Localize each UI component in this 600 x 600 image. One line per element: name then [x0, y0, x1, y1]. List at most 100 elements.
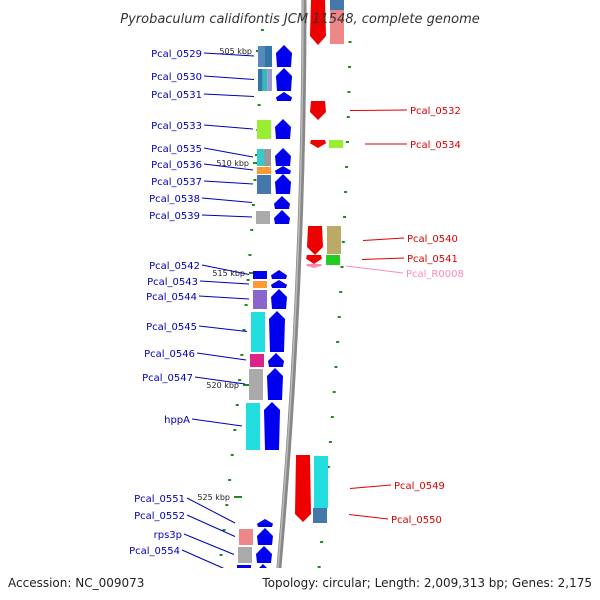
gene-label: rps3p — [154, 530, 182, 541]
cog-color-band — [326, 255, 340, 265]
gene-label: Pcal_0536 — [151, 160, 202, 171]
cog-color-band — [250, 354, 264, 367]
cog-color-band — [258, 46, 265, 67]
genome-summary-text: Topology: circular; Length: 2,009,313 bp… — [261, 576, 592, 590]
gene-leader-line — [362, 237, 405, 241]
cog-color-band — [239, 529, 253, 545]
scale-tick-label: 510 kbp — [216, 159, 249, 168]
gene-track — [237, 0, 344, 600]
cog-color-band — [327, 226, 341, 254]
gene-label: Pcal_0532 — [410, 106, 461, 117]
reverse-gene-arrow — [295, 455, 311, 522]
gene-label: Pcal_R0008 — [406, 269, 464, 280]
gene-leader-line — [203, 93, 255, 97]
gene-leader-line — [198, 295, 250, 300]
forward-gene-arrow — [275, 148, 291, 166]
forward-gene-arrow — [275, 166, 291, 174]
forward-gene-arrow — [256, 546, 272, 563]
forward-gene-arrow — [264, 402, 280, 450]
cog-color-band — [313, 508, 327, 523]
cog-color-band — [251, 312, 265, 352]
reverse-gene-arrow — [310, 101, 326, 120]
gene-label: Pcal_0543 — [147, 277, 198, 288]
gene-leader-line — [201, 264, 250, 275]
forward-gene-arrow — [275, 119, 291, 139]
cog-color-band — [264, 149, 271, 166]
gene-leader-line — [203, 163, 254, 171]
cog-color-band — [253, 281, 267, 288]
gene-leader-line — [349, 484, 392, 489]
accession-text: Accession: NC_009073 — [8, 576, 144, 590]
forward-gene-arrow — [269, 311, 285, 352]
cog-color-band — [265, 46, 272, 67]
gene-label: Pcal_0552 — [134, 511, 185, 522]
gene-label: Pcal_0537 — [151, 177, 202, 188]
reverse-gene-arrow-partial — [310, 0, 326, 45]
gene-leader-line — [201, 214, 253, 218]
gene-label: Pcal_0529 — [151, 49, 202, 60]
forward-gene-arrow — [271, 280, 287, 288]
genome-backbone — [273, 0, 307, 600]
gene-labels: Pcal_0529 Pcal_0530 Pcal_0531 Pcal_0533 Pcal… — [129, 49, 464, 573]
cog-color-band — [246, 403, 260, 450]
cog-color-band — [256, 211, 270, 224]
gene-leader-line — [196, 352, 247, 361]
genome-backbone-highlight — [274, 0, 304, 600]
gene-label: Pcal_0550 — [391, 515, 442, 526]
gene-label: Pcal_0530 — [151, 72, 202, 83]
gene-label: Pcal_0540 — [407, 234, 458, 245]
gene-label: Pcal_0551 — [134, 494, 185, 505]
cog-color-band — [249, 369, 263, 400]
cog-color-band — [330, 0, 344, 10]
gene-leader-line — [203, 124, 254, 130]
forward-gene-arrow — [271, 270, 287, 279]
gene-label: Pcal_0546 — [144, 349, 195, 360]
gene-label: Pcal_0534 — [410, 140, 461, 151]
footer-bar — [0, 568, 600, 600]
gene-label: Pcal_0541 — [407, 254, 458, 265]
gene-label: Pcal_0554 — [129, 546, 180, 557]
map-title: Pyrobaculum calidifontis JCM 11548, comp… — [120, 12, 480, 27]
gene-leader-line — [186, 497, 236, 524]
forward-gene-arrow — [276, 92, 292, 101]
gene-leader-line — [183, 533, 235, 555]
forward-gene-arrow — [257, 519, 273, 527]
scale-tick-label: 520 kbp — [206, 381, 239, 390]
cog-color-band — [330, 0, 344, 44]
forward-gene-arrow — [268, 353, 284, 367]
gene-label: Pcal_0544 — [146, 292, 197, 303]
gene-leader-line — [191, 418, 243, 427]
gene-leader-line — [203, 147, 254, 158]
map-background: 505 kbp 510 kbp 515 kbp 520 kbp 525 kbp — [197, 29, 352, 568]
rna-gene-arrow — [306, 264, 322, 268]
reverse-gene-arrow — [306, 255, 322, 264]
gene-leader-line — [194, 376, 246, 385]
cog-color-band — [267, 69, 272, 91]
cog-color-band — [258, 69, 263, 91]
forward-gene-arrow — [271, 289, 287, 309]
gene-leader-line — [198, 325, 248, 332]
cog-color-band — [262, 69, 268, 91]
cog-color-band — [253, 271, 267, 279]
cog-color-band — [257, 175, 271, 194]
scale-tick-label: 525 kbp — [197, 493, 230, 502]
gene-leader-line — [203, 180, 254, 185]
gene-label: Pcal_0549 — [394, 481, 445, 492]
scale-tick-label: 515 kbp — [212, 269, 245, 278]
cog-color-band — [257, 149, 264, 166]
reverse-gene-arrow — [310, 140, 326, 148]
forward-gene-arrow — [257, 528, 273, 545]
gene-leader-line — [201, 197, 253, 203]
gene-leader-line — [361, 257, 405, 260]
scale-tick-label: 505 kbp — [219, 47, 252, 56]
gene-leader-line — [203, 52, 255, 57]
gene-label: Pcal_0535 — [151, 144, 202, 155]
gene-leader-line — [348, 514, 389, 520]
gene-label: Pcal_0545 — [146, 322, 197, 333]
gene-leader-line — [349, 109, 408, 111]
forward-gene-arrow — [276, 68, 292, 91]
gene-label: Pcal_0531 — [151, 90, 202, 101]
cog-color-band — [329, 140, 343, 148]
gene-leader-line — [186, 514, 236, 537]
gene-label: Pcal_0547 — [142, 373, 193, 384]
